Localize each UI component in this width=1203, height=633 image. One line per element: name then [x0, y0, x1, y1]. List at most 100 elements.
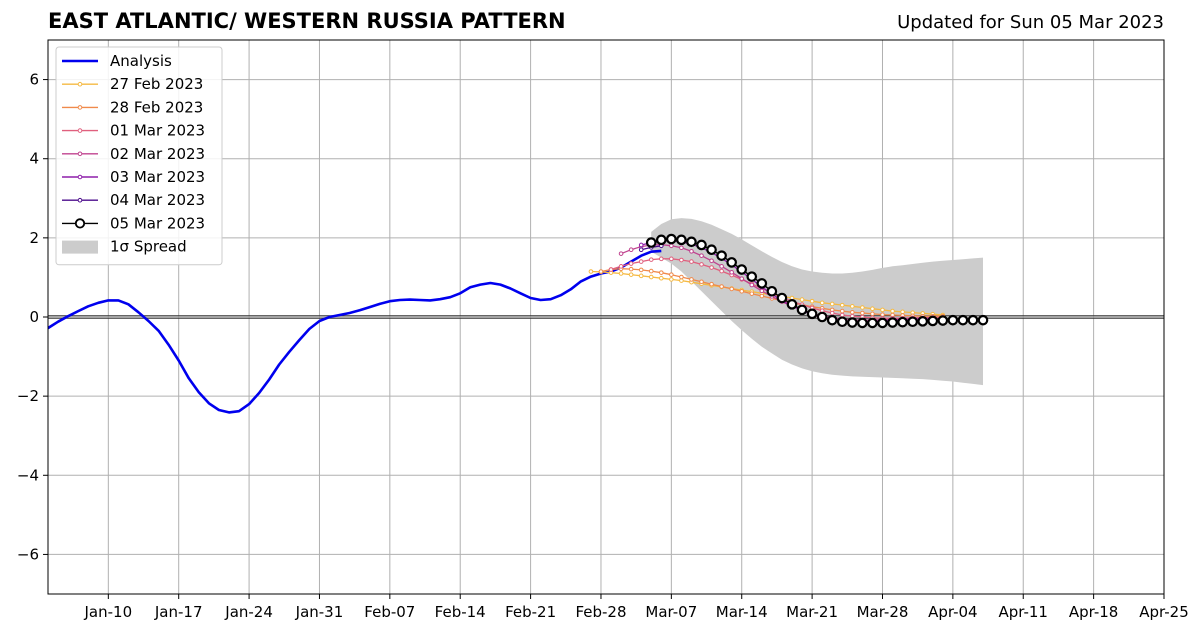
series-point — [666, 233, 677, 245]
series-point — [850, 304, 855, 309]
series-point — [618, 251, 624, 256]
x-tick-label: Apr-04 — [928, 603, 978, 621]
series-point — [900, 309, 905, 315]
x-tick-label: Feb-28 — [575, 603, 626, 621]
legend-item-1-spread: 1σ Spread — [62, 238, 187, 256]
series-point — [759, 293, 765, 299]
series-point — [927, 315, 939, 327]
series-point — [655, 234, 667, 246]
x-tick-label: Apr-25 — [1139, 603, 1189, 621]
x-axis: Jan-10 Jan-17 Jan-24 Jan-31 Feb-07 Feb-14 Feb-… — [84, 594, 1189, 621]
series-point — [729, 269, 734, 275]
series-point — [706, 244, 717, 256]
legend-item-27-feb-2023: 27 Feb 2023 — [62, 75, 203, 93]
legend-label: 04 Mar 2023 — [110, 191, 205, 209]
legend-label: 01 Mar 2023 — [110, 122, 205, 140]
series-point — [699, 253, 704, 258]
updated-date: Updated for Sun 05 Mar 2023 — [897, 12, 1164, 33]
legend-label: 05 Mar 2023 — [110, 214, 205, 232]
legend-marker — [77, 197, 83, 203]
series-analysis — [48, 249, 662, 414]
x-tick-label: Mar-28 — [857, 603, 909, 621]
series-point — [860, 310, 865, 316]
series-point — [890, 308, 895, 314]
series-point — [739, 276, 745, 281]
series-point — [696, 239, 707, 251]
legend-marker — [77, 81, 83, 87]
series-point — [880, 307, 885, 313]
series-point — [679, 257, 684, 263]
series-point — [937, 315, 949, 326]
series-point — [746, 271, 758, 282]
series-point — [749, 291, 755, 296]
series-point — [736, 264, 748, 275]
series-point — [709, 258, 714, 264]
series-point — [719, 268, 724, 274]
series-point — [716, 250, 727, 261]
legend-item-02-mar-2023: 02 Mar 2023 — [62, 145, 205, 163]
series-point — [947, 314, 959, 326]
series-point — [806, 308, 818, 320]
legend-item-01-mar-2023: 01 Mar 2023 — [62, 122, 205, 140]
series-point — [658, 275, 664, 281]
series-point — [719, 264, 724, 269]
y-tick-label: 2 — [29, 229, 39, 247]
x-tick-label: Apr-18 — [1069, 603, 1119, 621]
series-point — [829, 310, 835, 316]
series-point — [645, 237, 657, 248]
series-point — [669, 256, 674, 262]
series-point — [679, 245, 684, 251]
series-point — [628, 272, 634, 277]
series-point — [967, 314, 979, 326]
legend-item-04-mar-2023: 04 Mar 2023 — [62, 191, 205, 209]
series-point — [847, 317, 858, 328]
x-tick-label: Apr-11 — [998, 603, 1048, 621]
x-tick-label: Feb-07 — [364, 603, 415, 621]
legend-label: 28 Feb 2023 — [110, 98, 203, 116]
y-tick-label: −2 — [17, 387, 39, 405]
series-point — [839, 308, 845, 314]
y-tick-label: 0 — [29, 308, 39, 326]
series-point — [638, 267, 644, 273]
series-point — [726, 257, 737, 268]
series-point — [829, 301, 835, 307]
legend-item-03-mar-2023: 03 Mar 2023 — [62, 168, 205, 186]
legend-label: 1σ Spread — [110, 238, 187, 256]
y-tick-label: −6 — [17, 545, 39, 563]
series-point — [588, 269, 594, 274]
series-point — [648, 257, 654, 262]
y-tick-label: −4 — [17, 466, 39, 484]
series-point — [857, 317, 868, 329]
series-point — [907, 316, 918, 328]
series-line — [48, 249, 662, 414]
series-point — [689, 249, 694, 254]
series-point — [669, 243, 674, 249]
series-point — [877, 317, 888, 329]
page-title: EAST ATLANTIC/ WESTERN RUSSIA PATTERN — [48, 9, 566, 33]
legend-marker — [77, 174, 83, 180]
x-tick-label: Jan-10 — [84, 603, 133, 621]
series-point — [766, 285, 778, 297]
series-point — [679, 274, 684, 280]
series-point — [676, 234, 687, 246]
series-point — [648, 268, 654, 274]
series-point — [839, 302, 845, 308]
series-point — [826, 314, 838, 326]
series-point — [669, 277, 674, 282]
series-point — [699, 279, 704, 285]
y-axis: 6 4 2 0 −2 −4 −6 — [17, 71, 48, 563]
x-tick-label: Mar-21 — [786, 603, 838, 621]
x-tick-label: Jan-24 — [224, 603, 273, 621]
series-point — [839, 312, 845, 318]
legend-box — [55, 46, 223, 266]
series-point — [776, 292, 788, 304]
series-point — [850, 309, 855, 315]
y-tick-label: 4 — [29, 150, 39, 168]
legend-label: 27 Feb 2023 — [110, 75, 203, 93]
x-tick-label: Jan-17 — [154, 603, 203, 621]
x-tick-label: Feb-14 — [435, 603, 486, 621]
x-tick-label: Feb-21 — [505, 603, 556, 621]
series-point — [638, 242, 644, 248]
series-point — [658, 256, 664, 262]
series-point — [628, 261, 634, 266]
